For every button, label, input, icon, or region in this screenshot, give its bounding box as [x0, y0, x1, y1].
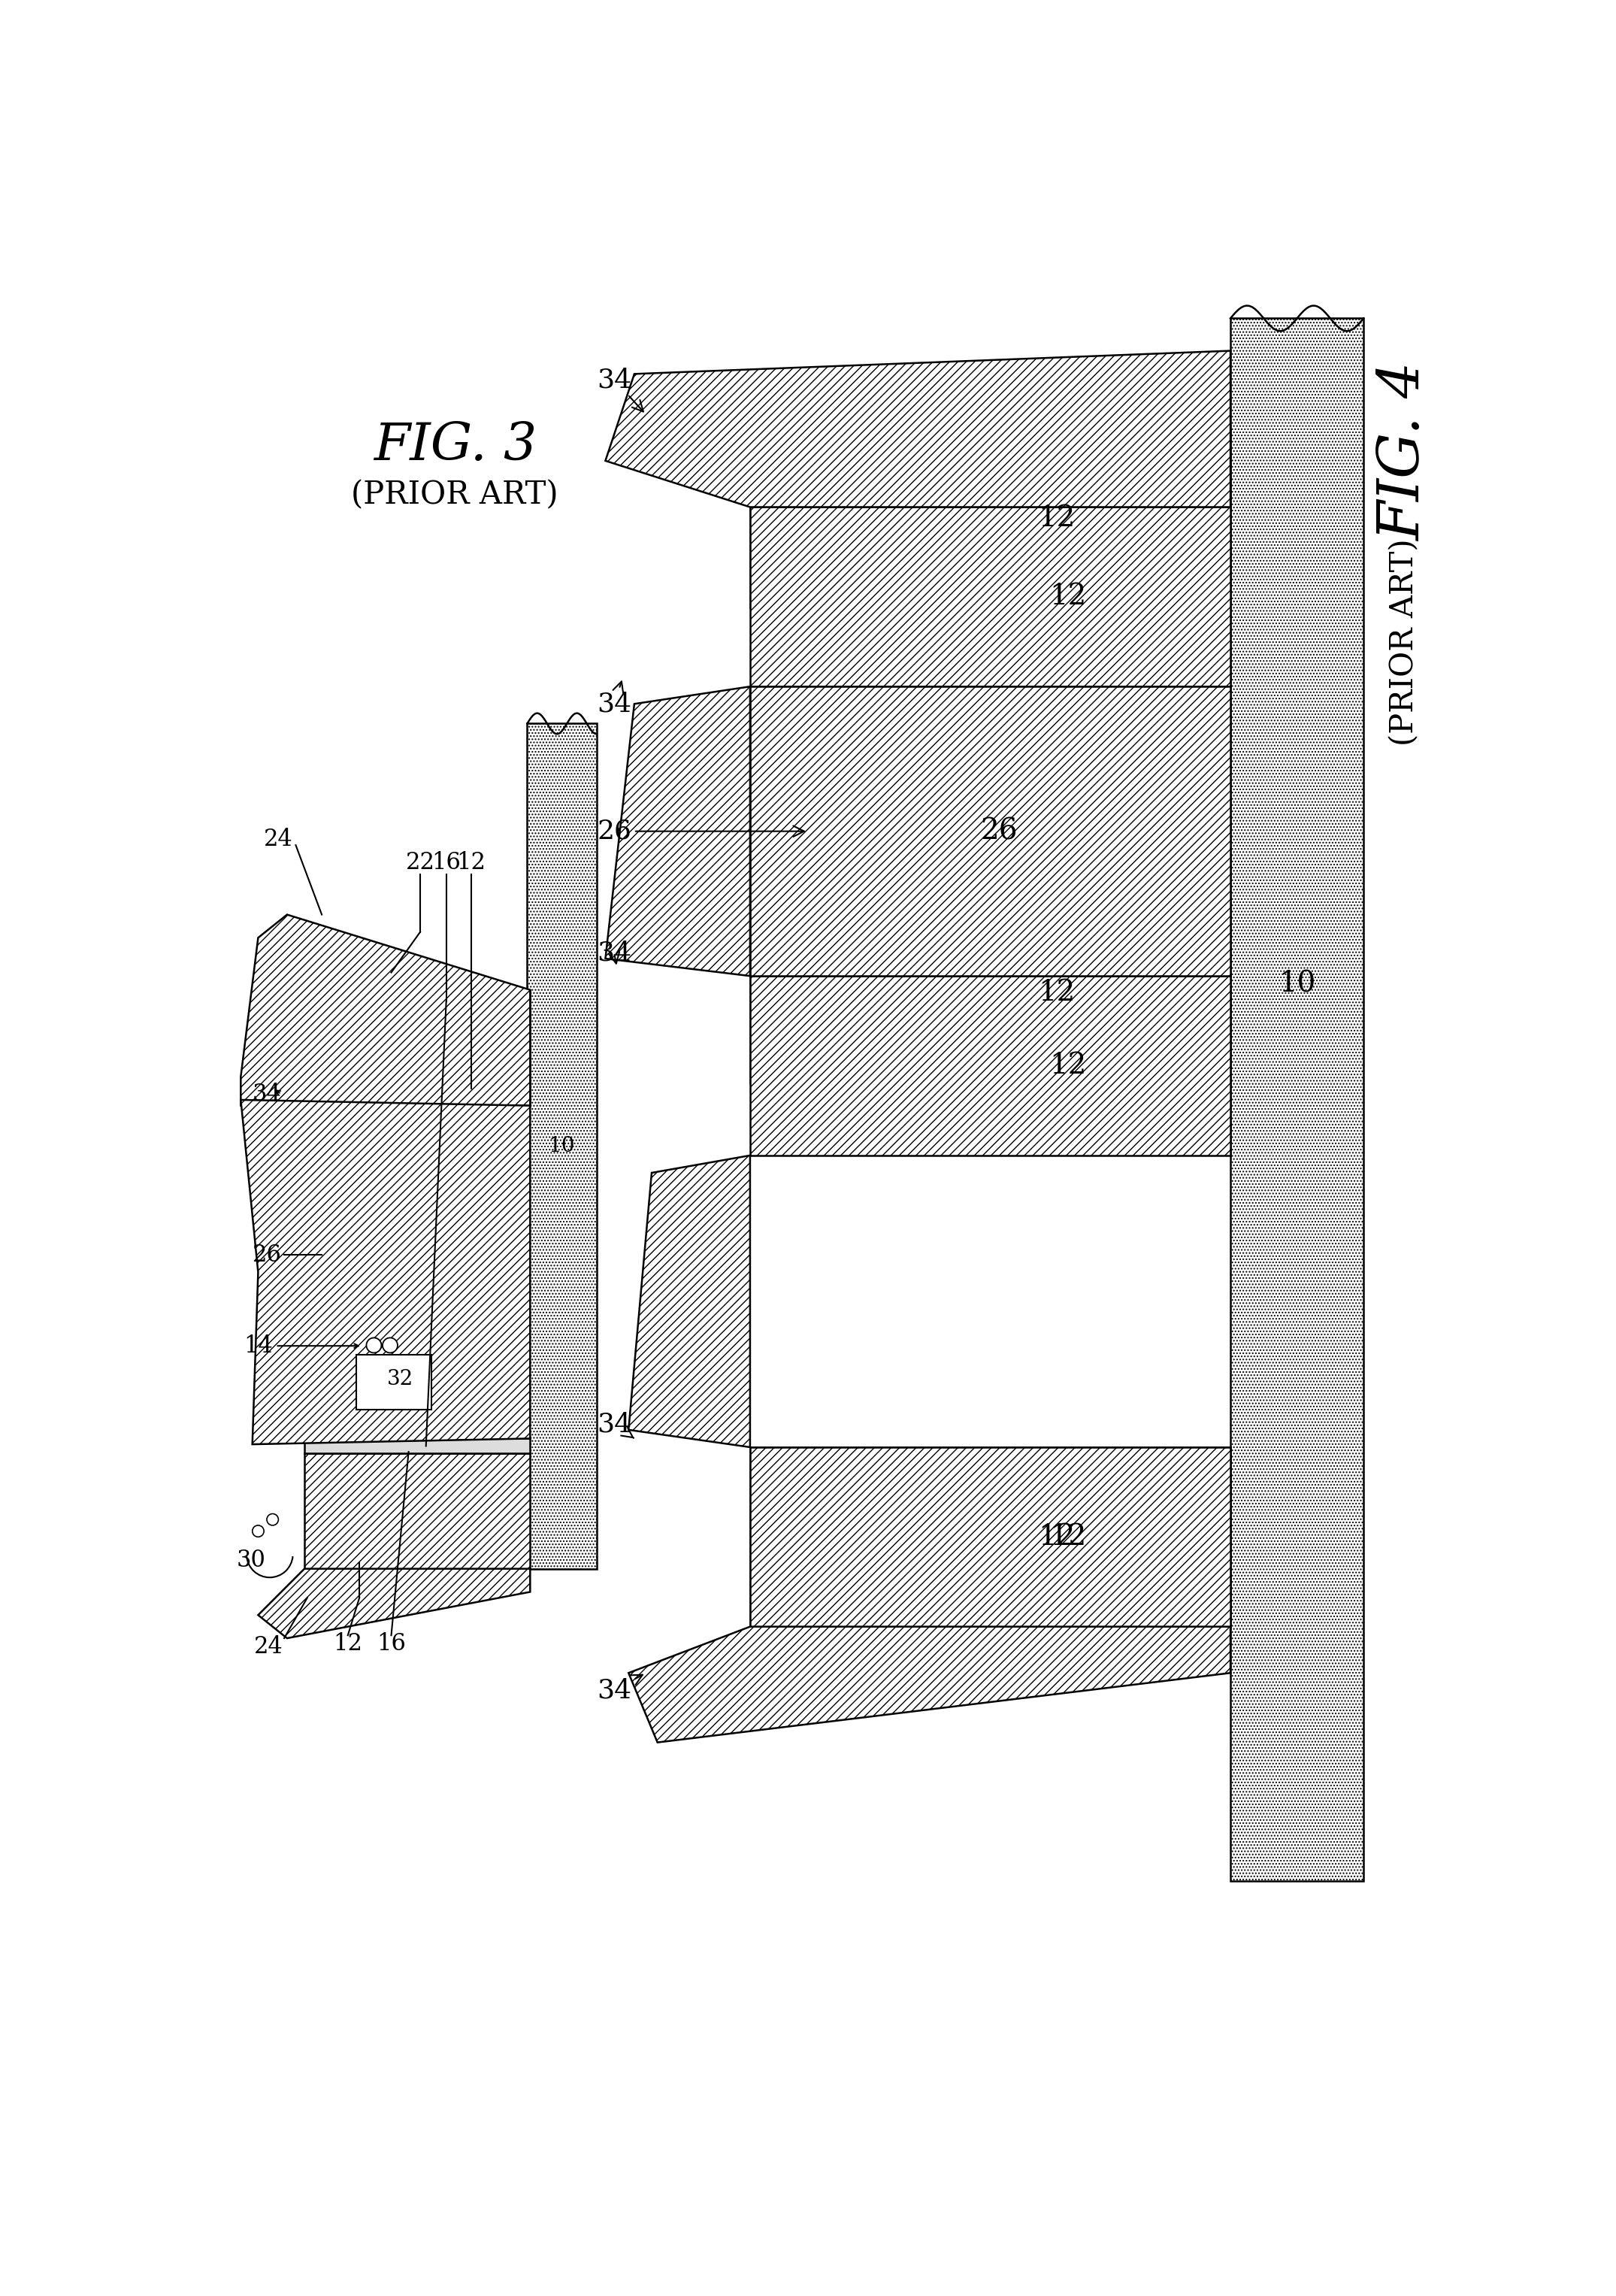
Text: FIG. 4: FIG. 4 — [1377, 363, 1432, 542]
Polygon shape — [750, 429, 1230, 608]
Text: 22: 22 — [406, 852, 435, 875]
Text: (PRIOR ART): (PRIOR ART) — [1388, 540, 1420, 746]
Polygon shape — [629, 1626, 1230, 1743]
Circle shape — [252, 1525, 263, 1536]
Text: 26: 26 — [596, 817, 805, 845]
Text: 10: 10 — [549, 1137, 575, 1157]
Text: 34: 34 — [252, 1081, 281, 1107]
Polygon shape — [304, 1453, 530, 1568]
Polygon shape — [259, 1568, 530, 1639]
Text: (PRIOR ART): (PRIOR ART) — [351, 480, 559, 510]
Text: 32: 32 — [386, 1368, 414, 1389]
Polygon shape — [750, 976, 1230, 1155]
Text: 12: 12 — [1050, 583, 1088, 611]
Text: 12: 12 — [333, 1632, 362, 1655]
Polygon shape — [750, 1446, 1230, 1626]
Polygon shape — [527, 723, 596, 1568]
Polygon shape — [606, 687, 750, 976]
Text: 10: 10 — [1278, 971, 1315, 999]
Polygon shape — [629, 1155, 750, 1446]
Circle shape — [367, 1339, 381, 1352]
Text: 34: 34 — [596, 682, 632, 716]
Text: 34: 34 — [596, 1674, 643, 1704]
Text: 16: 16 — [431, 852, 461, 875]
Text: 12: 12 — [1050, 1052, 1088, 1079]
Text: 12: 12 — [1050, 1522, 1088, 1550]
Text: 34: 34 — [596, 367, 643, 411]
Polygon shape — [750, 902, 1230, 1081]
Polygon shape — [750, 687, 1230, 976]
Text: FIG. 3: FIG. 3 — [373, 420, 537, 471]
Polygon shape — [241, 1100, 530, 1444]
Text: 24: 24 — [254, 1635, 283, 1658]
Polygon shape — [241, 914, 530, 1107]
Circle shape — [267, 1513, 278, 1525]
Text: 34: 34 — [596, 939, 632, 967]
Polygon shape — [750, 507, 1230, 687]
Polygon shape — [750, 1446, 1230, 1626]
Text: 26: 26 — [981, 817, 1018, 845]
Text: 12: 12 — [1037, 505, 1075, 533]
Text: 24: 24 — [263, 827, 292, 852]
Text: 26: 26 — [252, 1244, 281, 1267]
Text: 16: 16 — [377, 1632, 406, 1655]
Text: 34: 34 — [596, 1412, 633, 1437]
Circle shape — [383, 1339, 398, 1352]
Text: 14: 14 — [244, 1334, 273, 1357]
Polygon shape — [304, 1440, 530, 1453]
Text: 30: 30 — [236, 1548, 265, 1573]
Polygon shape — [357, 1355, 431, 1410]
Polygon shape — [606, 351, 1230, 507]
Polygon shape — [304, 990, 530, 1107]
Text: 12: 12 — [456, 852, 486, 875]
Text: 12: 12 — [1037, 978, 1075, 1006]
Text: 12: 12 — [1037, 1522, 1075, 1550]
Polygon shape — [1230, 319, 1364, 1880]
